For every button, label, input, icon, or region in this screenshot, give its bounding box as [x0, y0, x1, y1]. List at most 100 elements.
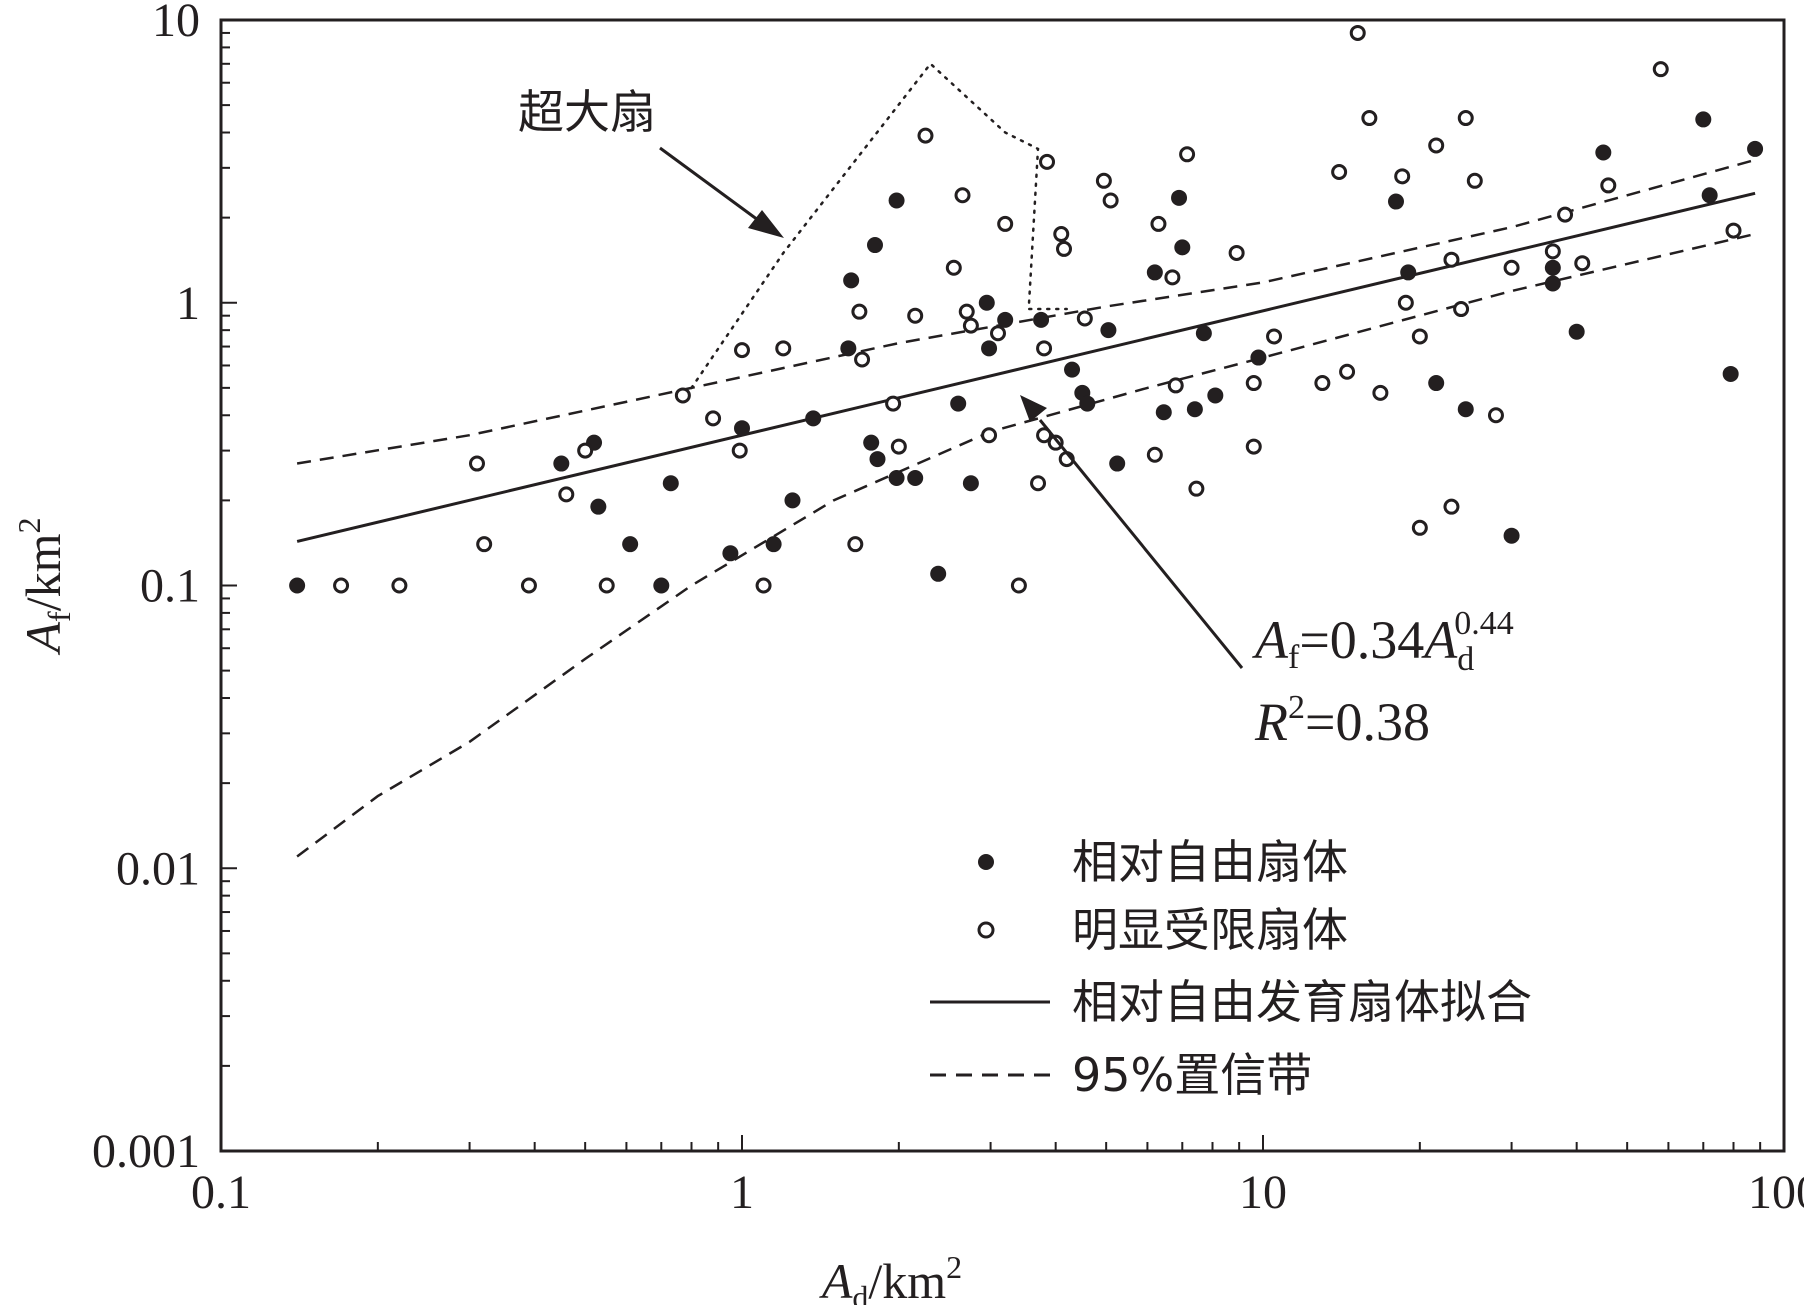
point-confined-fan — [1150, 215, 1167, 232]
point-confined-fan — [1443, 251, 1460, 268]
point-free-fan — [997, 311, 1014, 328]
point-confined-fan — [1314, 375, 1331, 392]
point-free-fan — [1503, 527, 1520, 544]
point-confined-fan — [577, 442, 594, 459]
tick-labels: 0.1 1 10 100 0.001 0.01 0.1 1 10 — [92, 0, 1804, 1219]
point-confined-fan — [997, 215, 1014, 232]
point-confined-fan — [1053, 226, 1070, 243]
legend: 相对自由扇体 明显受限扇体 相对自由发育扇体拟合 95%置信带 — [930, 835, 1532, 1102]
point-confined-fan — [885, 395, 902, 412]
point-confined-fan — [1266, 328, 1283, 345]
point-free-fan — [553, 455, 570, 472]
point-free-fan — [840, 340, 857, 357]
point-confined-fan — [1030, 475, 1047, 492]
point-free-fan — [930, 565, 947, 582]
point-confined-fan — [1487, 407, 1504, 424]
point-free-fan — [1186, 401, 1203, 418]
point-free-fan — [1595, 144, 1612, 161]
y-tick-label: 0.01 — [116, 842, 200, 895]
point-free-fan — [1544, 259, 1561, 276]
point-confined-fan — [1457, 110, 1474, 127]
point-free-fan — [1568, 323, 1585, 340]
point-confined-fan — [1331, 164, 1348, 181]
point-confined-fan — [962, 317, 979, 334]
point-confined-fan — [1652, 61, 1669, 78]
point-confined-fan — [1245, 438, 1262, 455]
point-free-fan — [805, 410, 822, 427]
point-confined-fan — [1228, 244, 1245, 261]
point-confined-fan — [917, 127, 934, 144]
point-confined-fan — [1167, 377, 1184, 394]
point-confined-fan — [1428, 137, 1445, 154]
mega-fan-label: 超大扇 — [518, 85, 656, 139]
point-confined-fan — [1394, 168, 1411, 185]
point-confined-fan — [1179, 146, 1196, 163]
point-confined-fan — [476, 536, 493, 553]
point-free-fan — [722, 545, 739, 562]
point-confined-fan — [1466, 172, 1483, 189]
point-confined-fan — [1349, 24, 1366, 41]
point-confined-fan — [333, 577, 350, 594]
point-confined-fan — [1188, 480, 1205, 497]
point-free-fan — [950, 395, 967, 412]
point-confined-fan — [1036, 340, 1053, 357]
point-confined-fan — [1047, 434, 1064, 451]
point-free-fan — [1722, 365, 1739, 382]
point-free-fan — [978, 294, 995, 311]
point-confined-fan — [1411, 328, 1428, 345]
point-confined-fan — [1557, 206, 1574, 223]
point-free-fan — [1174, 239, 1191, 256]
point-free-fan — [869, 451, 886, 468]
point-confined-fan — [1453, 301, 1470, 318]
point-confined-fan — [981, 427, 998, 444]
point-free-fan — [1695, 111, 1712, 128]
y-tick-label: 10 — [152, 0, 200, 47]
point-free-fan — [1207, 387, 1224, 404]
point-free-fan — [866, 237, 883, 254]
point-free-fan — [863, 434, 880, 451]
point-confined-fan — [1095, 172, 1112, 189]
point-confined-fan — [598, 577, 615, 594]
point-confined-fan — [954, 187, 971, 204]
point-free-fan — [784, 492, 801, 509]
axis-ticks — [220, 31, 1762, 1152]
legend-band-label: 95%置信带 — [1072, 1048, 1312, 1102]
point-confined-fan — [1411, 519, 1428, 536]
x-tick-label: 100 — [1748, 1166, 1804, 1219]
point-confined-fan — [731, 442, 748, 459]
y-tick-label: 0.1 — [140, 560, 200, 613]
fit-equation: Af=0.34Ad0.44 — [1252, 605, 1514, 678]
point-free-fan — [888, 192, 905, 209]
point-free-fan — [590, 498, 607, 515]
point-confined-fan — [1574, 255, 1591, 272]
point-free-fan — [907, 469, 924, 486]
x-tick-label: 1 — [730, 1166, 754, 1219]
point-free-fan — [1701, 187, 1718, 204]
point-free-fan — [1747, 140, 1764, 157]
legend-filled-marker — [978, 854, 994, 870]
point-confined-fan — [851, 303, 868, 320]
point-confined-fan — [958, 303, 975, 320]
point-free-fan — [962, 475, 979, 492]
y-tick-label: 1 — [176, 277, 200, 330]
point-free-fan — [734, 420, 750, 437]
point-confined-fan — [847, 536, 864, 553]
point-confined-fan — [1361, 110, 1378, 127]
point-confined-fan — [734, 342, 750, 359]
point-free-fan — [843, 272, 860, 289]
point-confined-fan — [1245, 375, 1262, 392]
fit-line-group — [296, 191, 1756, 543]
point-free-fan — [653, 577, 670, 594]
confidence-band — [296, 158, 1756, 858]
point-free-fan — [1195, 325, 1212, 342]
point-confined-fan — [1397, 294, 1414, 311]
r-squared: R2=0.38 — [1254, 689, 1430, 752]
point-confined-fan — [1600, 177, 1617, 194]
fit-line — [296, 191, 1756, 543]
point-confined-fan — [1146, 446, 1163, 463]
legend-open-marker — [977, 921, 995, 939]
point-confined-fan — [1443, 498, 1460, 515]
x-axis-title: Ad/km2 — [819, 1249, 962, 1305]
point-confined-fan — [1076, 310, 1093, 327]
